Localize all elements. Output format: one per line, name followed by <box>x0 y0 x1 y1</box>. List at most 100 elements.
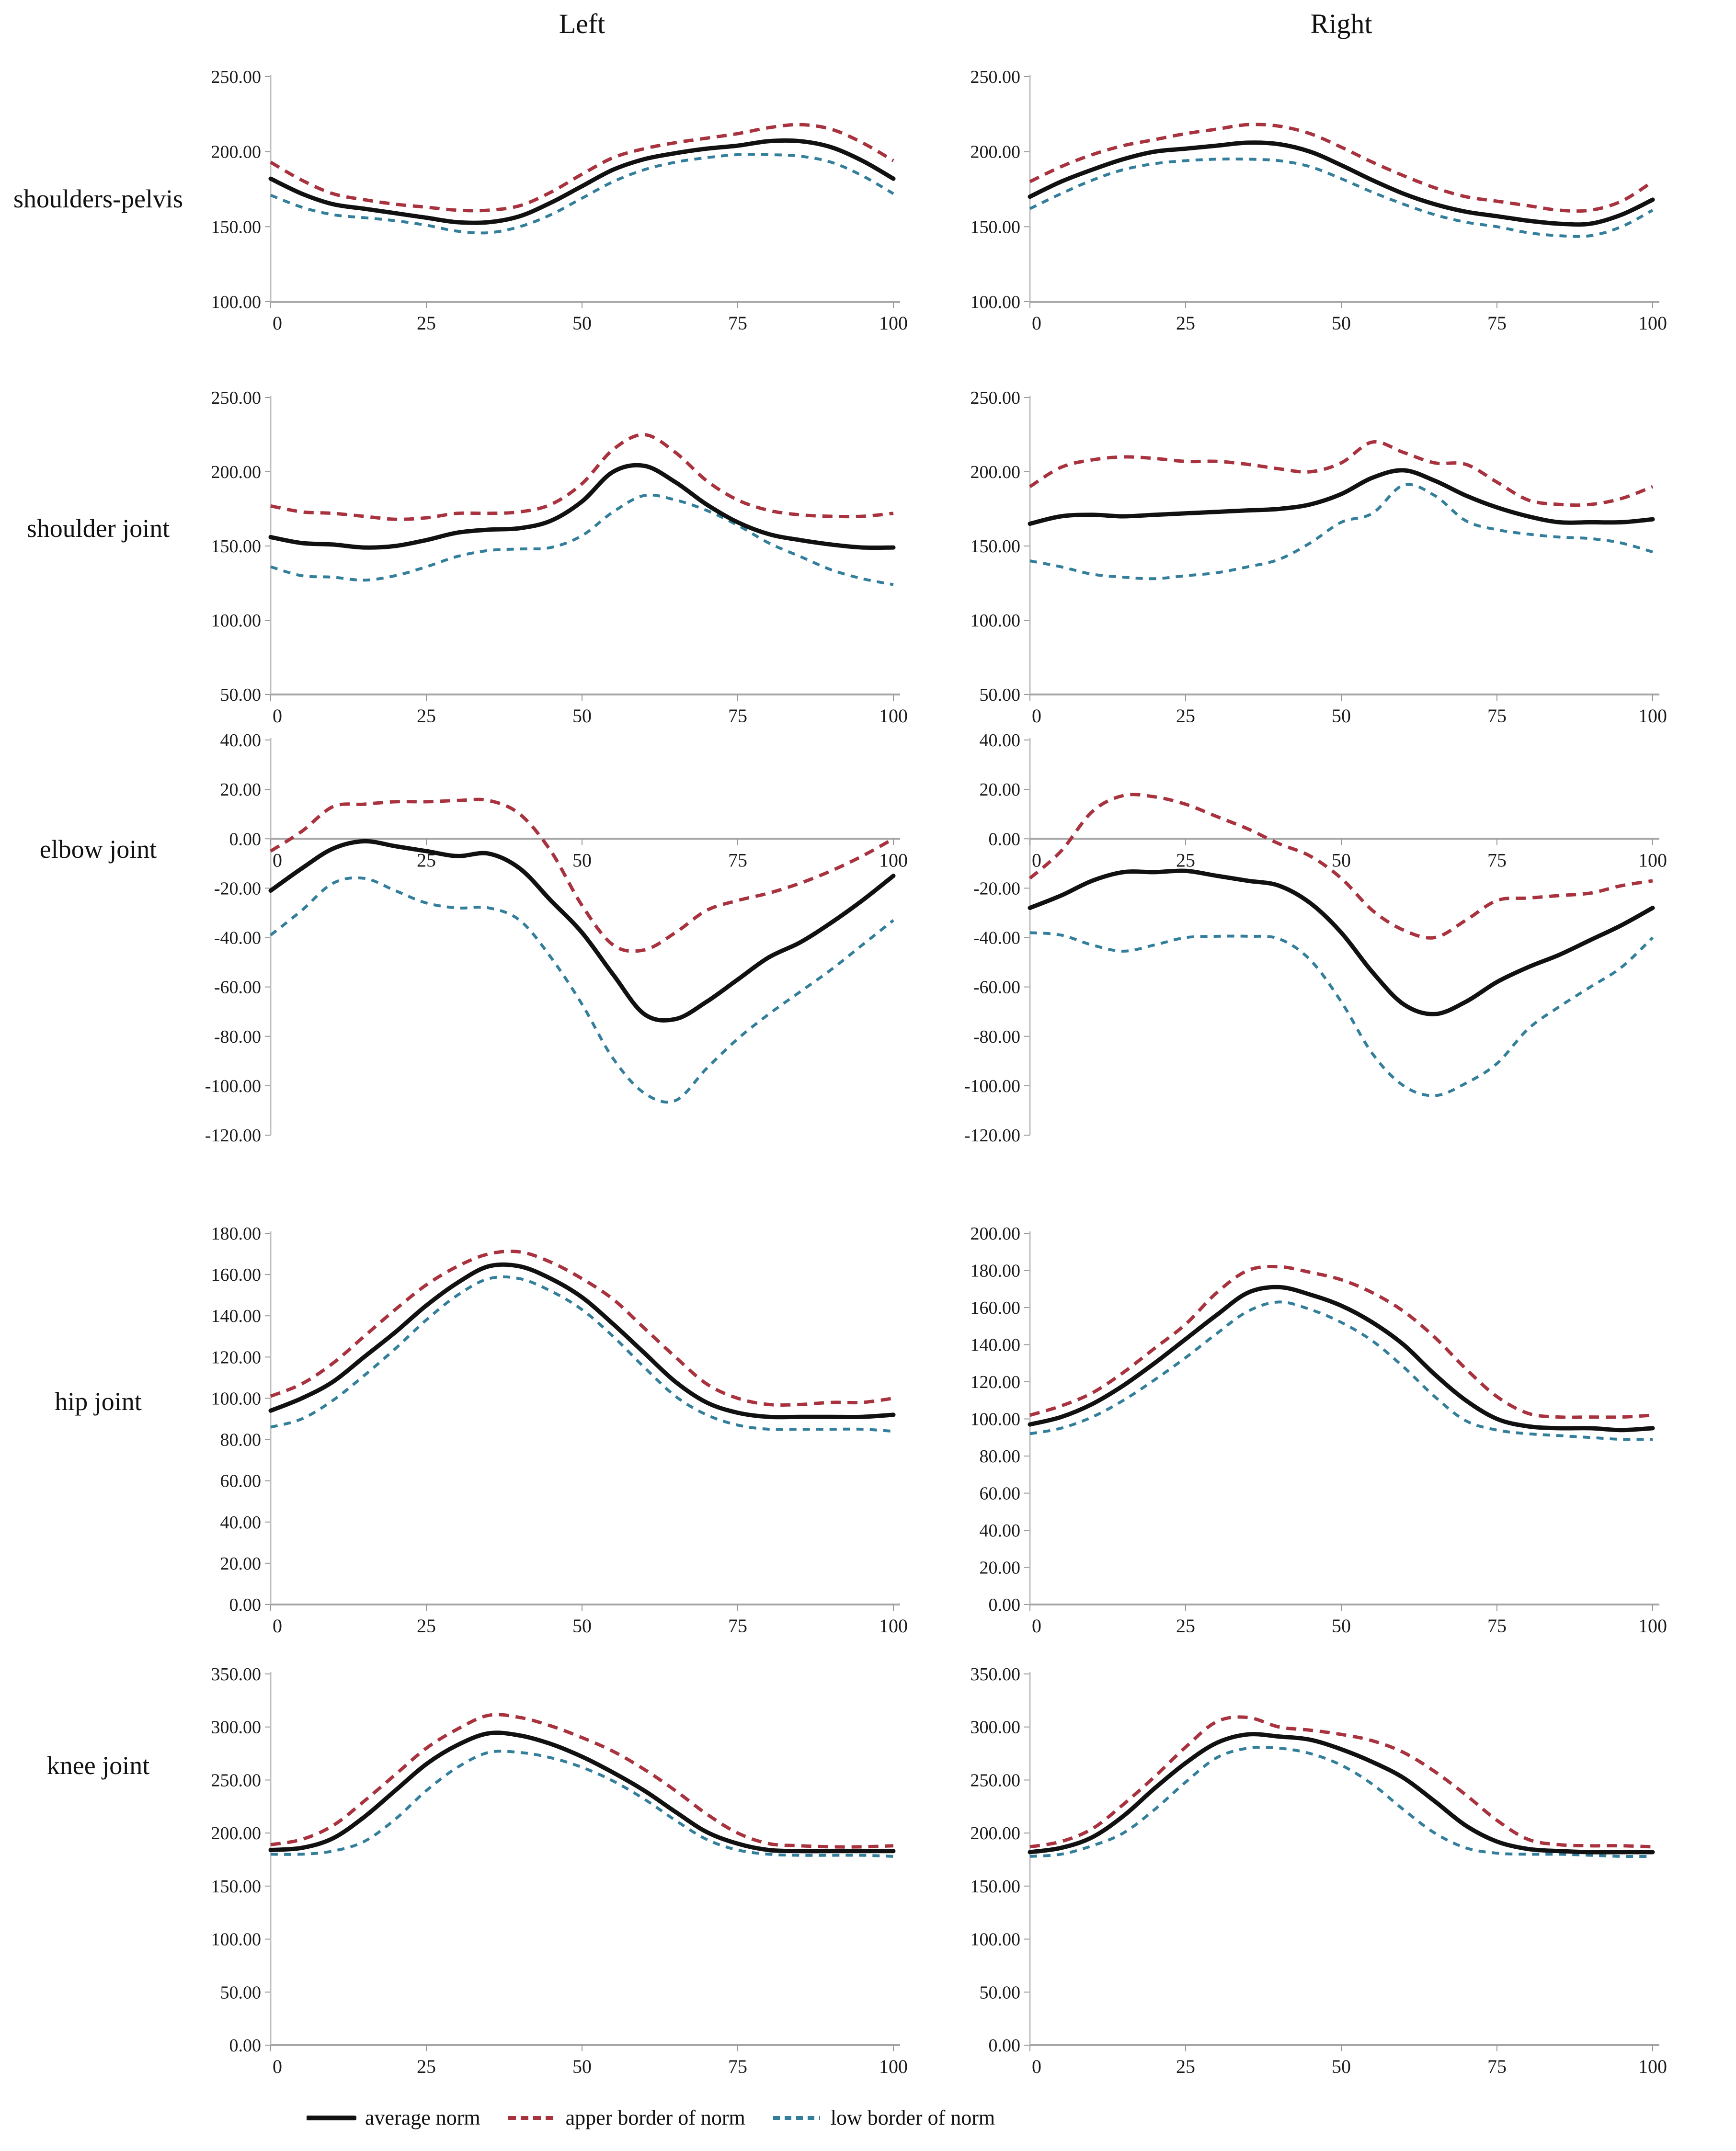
svg-text:75: 75 <box>728 312 747 334</box>
svg-text:0: 0 <box>273 849 282 871</box>
svg-text:0.00: 0.00 <box>989 829 1021 849</box>
svg-text:75: 75 <box>1487 2056 1507 2077</box>
chart-shoulder-joint-right: 50.00 100.00 150.00 200.00 250.00 0 25 50 75 100 <box>971 388 1667 727</box>
svg-text:0.00: 0.00 <box>989 1595 1021 1615</box>
svg-text:180.00: 180.00 <box>211 1224 262 1244</box>
svg-text:-100.00: -100.00 <box>205 1076 261 1096</box>
svg-text:250.00: 250.00 <box>971 1770 1021 1790</box>
svg-text:50: 50 <box>572 1615 592 1637</box>
svg-text:25: 25 <box>1176 705 1195 727</box>
svg-text:50: 50 <box>572 705 592 727</box>
row-label-elbow-joint: elbow joint <box>39 835 157 864</box>
svg-text:0: 0 <box>1032 1615 1041 1637</box>
row-label-shoulder-joint: shoulder joint <box>26 514 170 543</box>
svg-text:200.00: 200.00 <box>211 1823 262 1844</box>
svg-text:20.00: 20.00 <box>980 1558 1021 1578</box>
svg-text:200.00: 200.00 <box>971 142 1021 162</box>
svg-text:25: 25 <box>1176 2056 1195 2077</box>
svg-text:100: 100 <box>879 849 908 871</box>
svg-text:100: 100 <box>879 2056 908 2077</box>
svg-text:50: 50 <box>572 849 592 871</box>
svg-text:160.00: 160.00 <box>211 1265 262 1285</box>
svg-text:160.00: 160.00 <box>971 1298 1021 1318</box>
svg-text:75: 75 <box>728 2056 747 2077</box>
svg-text:100: 100 <box>879 312 908 334</box>
svg-text:20.00: 20.00 <box>220 1554 262 1574</box>
svg-text:50.00: 50.00 <box>980 685 1021 705</box>
chart-shoulders-pelvis-right: 100.00 150.00 200.00 250.00 0 25 50 75 100 <box>971 67 1667 334</box>
chart-knee-joint-left: 0.00 50.00 100.00 150.00 200.00 250.00 300.00 3… <box>211 1664 908 2077</box>
svg-text:250.00: 250.00 <box>211 67 262 87</box>
svg-text:50.00: 50.00 <box>220 1982 262 2003</box>
svg-text:100.00: 100.00 <box>971 611 1021 631</box>
svg-text:0: 0 <box>1032 312 1041 334</box>
svg-text:50: 50 <box>1332 312 1351 334</box>
svg-text:75: 75 <box>728 849 747 871</box>
svg-text:100.00: 100.00 <box>211 611 262 631</box>
svg-text:80.00: 80.00 <box>980 1446 1021 1467</box>
chart-hip-joint-right: 0.00 20.00 40.00 60.00 80.00 100.00 120.00 140.… <box>971 1224 1667 1637</box>
svg-text:25: 25 <box>417 1615 436 1637</box>
svg-text:20.00: 20.00 <box>220 780 262 800</box>
svg-text:0.00: 0.00 <box>229 829 262 849</box>
svg-text:40.00: 40.00 <box>980 730 1021 751</box>
svg-text:100.00: 100.00 <box>211 1388 262 1409</box>
chart-shoulders-pelvis-left: 100.00 150.00 200.00 250.00 0 25 50 75 100 <box>211 67 908 334</box>
svg-text:75: 75 <box>728 705 747 727</box>
row-label-knee-joint: knee joint <box>46 1751 150 1780</box>
svg-text:-40.00: -40.00 <box>973 928 1020 948</box>
svg-text:40.00: 40.00 <box>980 1521 1021 1541</box>
svg-text:150.00: 150.00 <box>971 536 1021 557</box>
svg-text:120.00: 120.00 <box>971 1372 1021 1392</box>
svg-text:140.00: 140.00 <box>971 1335 1021 1355</box>
svg-text:75: 75 <box>1487 1615 1507 1637</box>
svg-text:60.00: 60.00 <box>980 1484 1021 1504</box>
svg-text:0: 0 <box>1032 2056 1041 2077</box>
chart-elbow-joint-right: -120.00 -100.00 -80.00 -60.00 -40.00 -20.00 0.… <box>964 730 1667 1146</box>
svg-text:50.00: 50.00 <box>980 1982 1021 2003</box>
svg-text:300.00: 300.00 <box>211 1718 262 1738</box>
row-label-shoulders-pelvis: shoulders-pelvis <box>13 184 183 213</box>
svg-text:200.00: 200.00 <box>971 1823 1021 1844</box>
svg-text:50: 50 <box>1332 849 1351 871</box>
chart-hip-joint-left: 0.00 20.00 40.00 60.00 80.00 100.00 120.00 140.… <box>211 1224 908 1637</box>
svg-text:60.00: 60.00 <box>220 1471 262 1491</box>
svg-text:350.00: 350.00 <box>211 1664 262 1684</box>
svg-text:75: 75 <box>1487 705 1507 727</box>
svg-text:-60.00: -60.00 <box>214 978 261 998</box>
svg-text:0: 0 <box>273 1615 282 1637</box>
svg-text:-100.00: -100.00 <box>964 1076 1020 1096</box>
svg-text:-20.00: -20.00 <box>973 878 1020 899</box>
svg-text:50: 50 <box>1332 1615 1351 1637</box>
svg-text:250.00: 250.00 <box>971 67 1021 87</box>
svg-text:200.00: 200.00 <box>211 142 262 162</box>
svg-text:100: 100 <box>879 705 908 727</box>
column-title-right: Right <box>1310 8 1372 39</box>
svg-text:25: 25 <box>417 2056 436 2077</box>
svg-text:25: 25 <box>417 705 436 727</box>
svg-text:100: 100 <box>1638 849 1667 871</box>
svg-text:150.00: 150.00 <box>211 536 262 557</box>
svg-text:180.00: 180.00 <box>971 1261 1021 1281</box>
svg-text:-120.00: -120.00 <box>964 1126 1020 1146</box>
svg-text:75: 75 <box>1487 312 1507 334</box>
svg-text:350.00: 350.00 <box>971 1664 1021 1684</box>
svg-text:200.00: 200.00 <box>971 462 1021 482</box>
legend: average norm apper border of norm low bo… <box>307 2105 995 2130</box>
svg-text:150.00: 150.00 <box>971 1877 1021 1897</box>
svg-text:-20.00: -20.00 <box>214 878 261 899</box>
svg-text:40.00: 40.00 <box>220 1513 262 1533</box>
svg-text:150.00: 150.00 <box>211 217 262 237</box>
svg-text:50.00: 50.00 <box>220 685 262 705</box>
svg-text:25: 25 <box>1176 1615 1195 1637</box>
svg-text:80.00: 80.00 <box>220 1430 262 1450</box>
svg-text:100.00: 100.00 <box>971 1930 1021 1950</box>
svg-text:0: 0 <box>273 2056 282 2077</box>
svg-text:75: 75 <box>728 1615 747 1637</box>
legend-label: apper border of norm <box>565 2106 745 2129</box>
svg-text:-80.00: -80.00 <box>214 1027 261 1047</box>
svg-text:150.00: 150.00 <box>971 217 1021 237</box>
svg-text:100.00: 100.00 <box>211 1930 262 1950</box>
svg-text:200.00: 200.00 <box>971 1224 1021 1244</box>
chart-elbow-joint-left: -120.00 -100.00 -80.00 -60.00 -40.00 -20.00 0.… <box>205 730 908 1146</box>
